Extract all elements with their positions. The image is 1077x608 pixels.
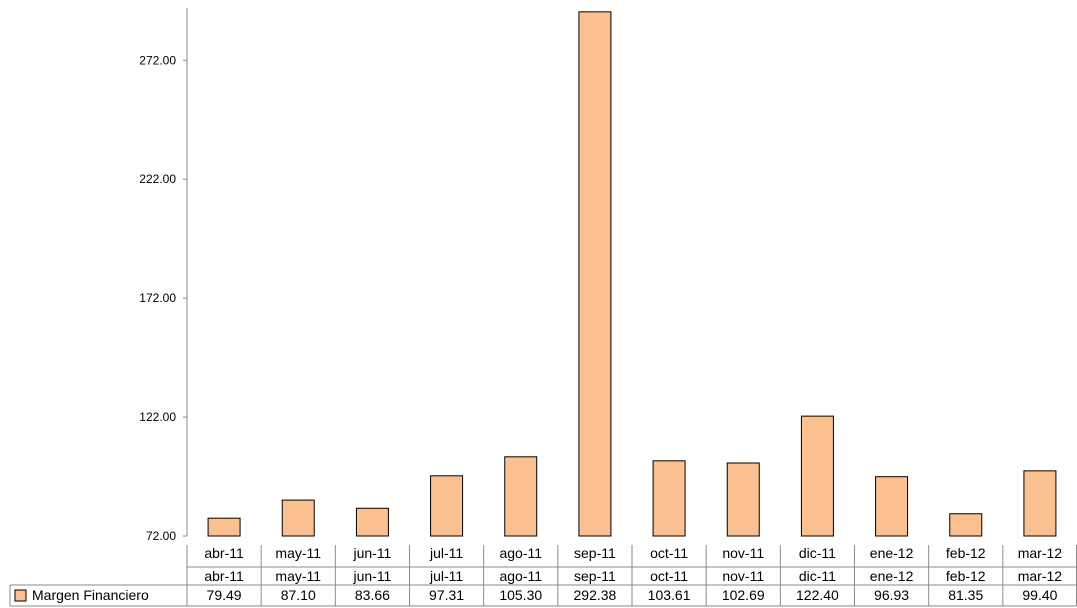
y-tick-label: 72.00	[146, 529, 176, 543]
y-tick-label: 272.00	[139, 53, 176, 67]
x-category-label: may-11	[275, 545, 321, 561]
x-category-label: feb-12	[946, 545, 986, 561]
bar	[875, 476, 909, 537]
table-value-cell: 96.93	[874, 587, 909, 603]
x-category-label: oct-11	[650, 545, 688, 561]
table-value-cell: 99.40	[1022, 587, 1057, 603]
x-category-label: sep-11	[574, 545, 616, 561]
table-header-cell: mar-12	[1018, 568, 1063, 584]
table-header-cell: oct-11	[650, 568, 688, 584]
y-tick-label: 222.00	[139, 172, 176, 186]
legend-label: Margen Financiero	[32, 587, 149, 603]
y-axis: 72.00 122.00 172.00 222.00 272.00	[139, 8, 188, 543]
y-tick-label: 172.00	[139, 291, 176, 305]
x-category-label: ago-11	[499, 545, 542, 561]
bar	[355, 507, 389, 537]
bar	[578, 11, 612, 537]
bar	[207, 517, 241, 537]
bar	[726, 462, 760, 537]
y-tick-label: 122.00	[139, 410, 176, 424]
table-value-cell: 292.38	[574, 587, 617, 603]
bar	[1023, 470, 1057, 537]
table-value-cell: 83.66	[355, 587, 390, 603]
x-category-label: mar-12	[1018, 545, 1063, 561]
bar	[800, 415, 834, 537]
table-value-cell: 122.40	[796, 587, 839, 603]
table-value-cell: 87.10	[281, 587, 316, 603]
x-category-label: nov-11	[722, 545, 764, 561]
bar	[652, 460, 686, 537]
bar	[281, 499, 315, 537]
table-value-cell: 97.31	[429, 587, 464, 603]
table-value-cell: 105.30	[499, 587, 542, 603]
table-header-cell: ene-12	[870, 568, 914, 584]
table-header-cell: jun-11	[352, 568, 391, 584]
data-table: abr-11 may-11 jun-11 jul-11 ago-11 sep-11 oct-…	[9, 545, 1077, 607]
x-axis-categories: abr-11 may-11 jun-11 jul-11 ago-11 sep-11 oct-…	[204, 545, 1062, 561]
x-category-label: abr-11	[204, 545, 244, 561]
table-header-cell: feb-12	[946, 568, 986, 584]
table-header-cell: jul-11	[429, 568, 463, 584]
bar	[504, 456, 538, 537]
table-value-cell: 81.35	[948, 587, 983, 603]
x-category-label: dic-11	[799, 545, 836, 561]
bar	[430, 475, 464, 537]
table-header-cell: nov-11	[722, 568, 764, 584]
legend-swatch	[14, 589, 27, 602]
bar	[949, 513, 983, 537]
table-header-cell: sep-11	[574, 568, 616, 584]
table-header-cell: dic-11	[799, 568, 836, 584]
table-value-cell: 102.69	[722, 587, 765, 603]
table-value-cell: 103.61	[648, 587, 691, 603]
x-category-label: ene-12	[870, 545, 914, 561]
table-value-cell: 79.49	[207, 587, 242, 603]
table-header-cell: ago-11	[499, 568, 542, 584]
table-header-cell: may-11	[275, 568, 321, 584]
table-header-cell: abr-11	[204, 568, 244, 584]
x-category-label: jun-11	[352, 545, 391, 561]
bars	[207, 11, 1057, 537]
x-category-label: jul-11	[429, 545, 463, 561]
